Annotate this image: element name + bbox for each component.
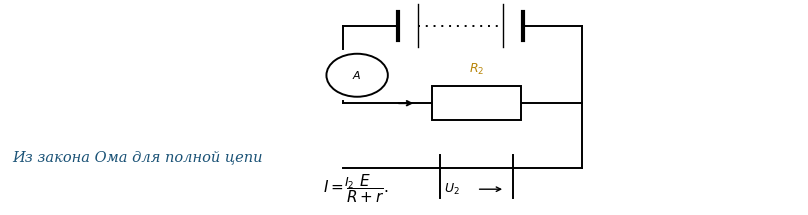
Text: $A$: $A$ [352, 69, 362, 81]
Text: Из закона Ома для полной цепи: Из закона Ома для полной цепи [12, 150, 263, 164]
Text: $I_2$: $I_2$ [344, 176, 354, 191]
Bar [432, 86, 521, 120]
Text: $R_2$: $R_2$ [469, 62, 484, 77]
Text: $U_2$: $U_2$ [444, 182, 461, 197]
Text: $I = \dfrac{E}{R + r}.$: $I = \dfrac{E}{R + r}.$ [322, 172, 389, 205]
